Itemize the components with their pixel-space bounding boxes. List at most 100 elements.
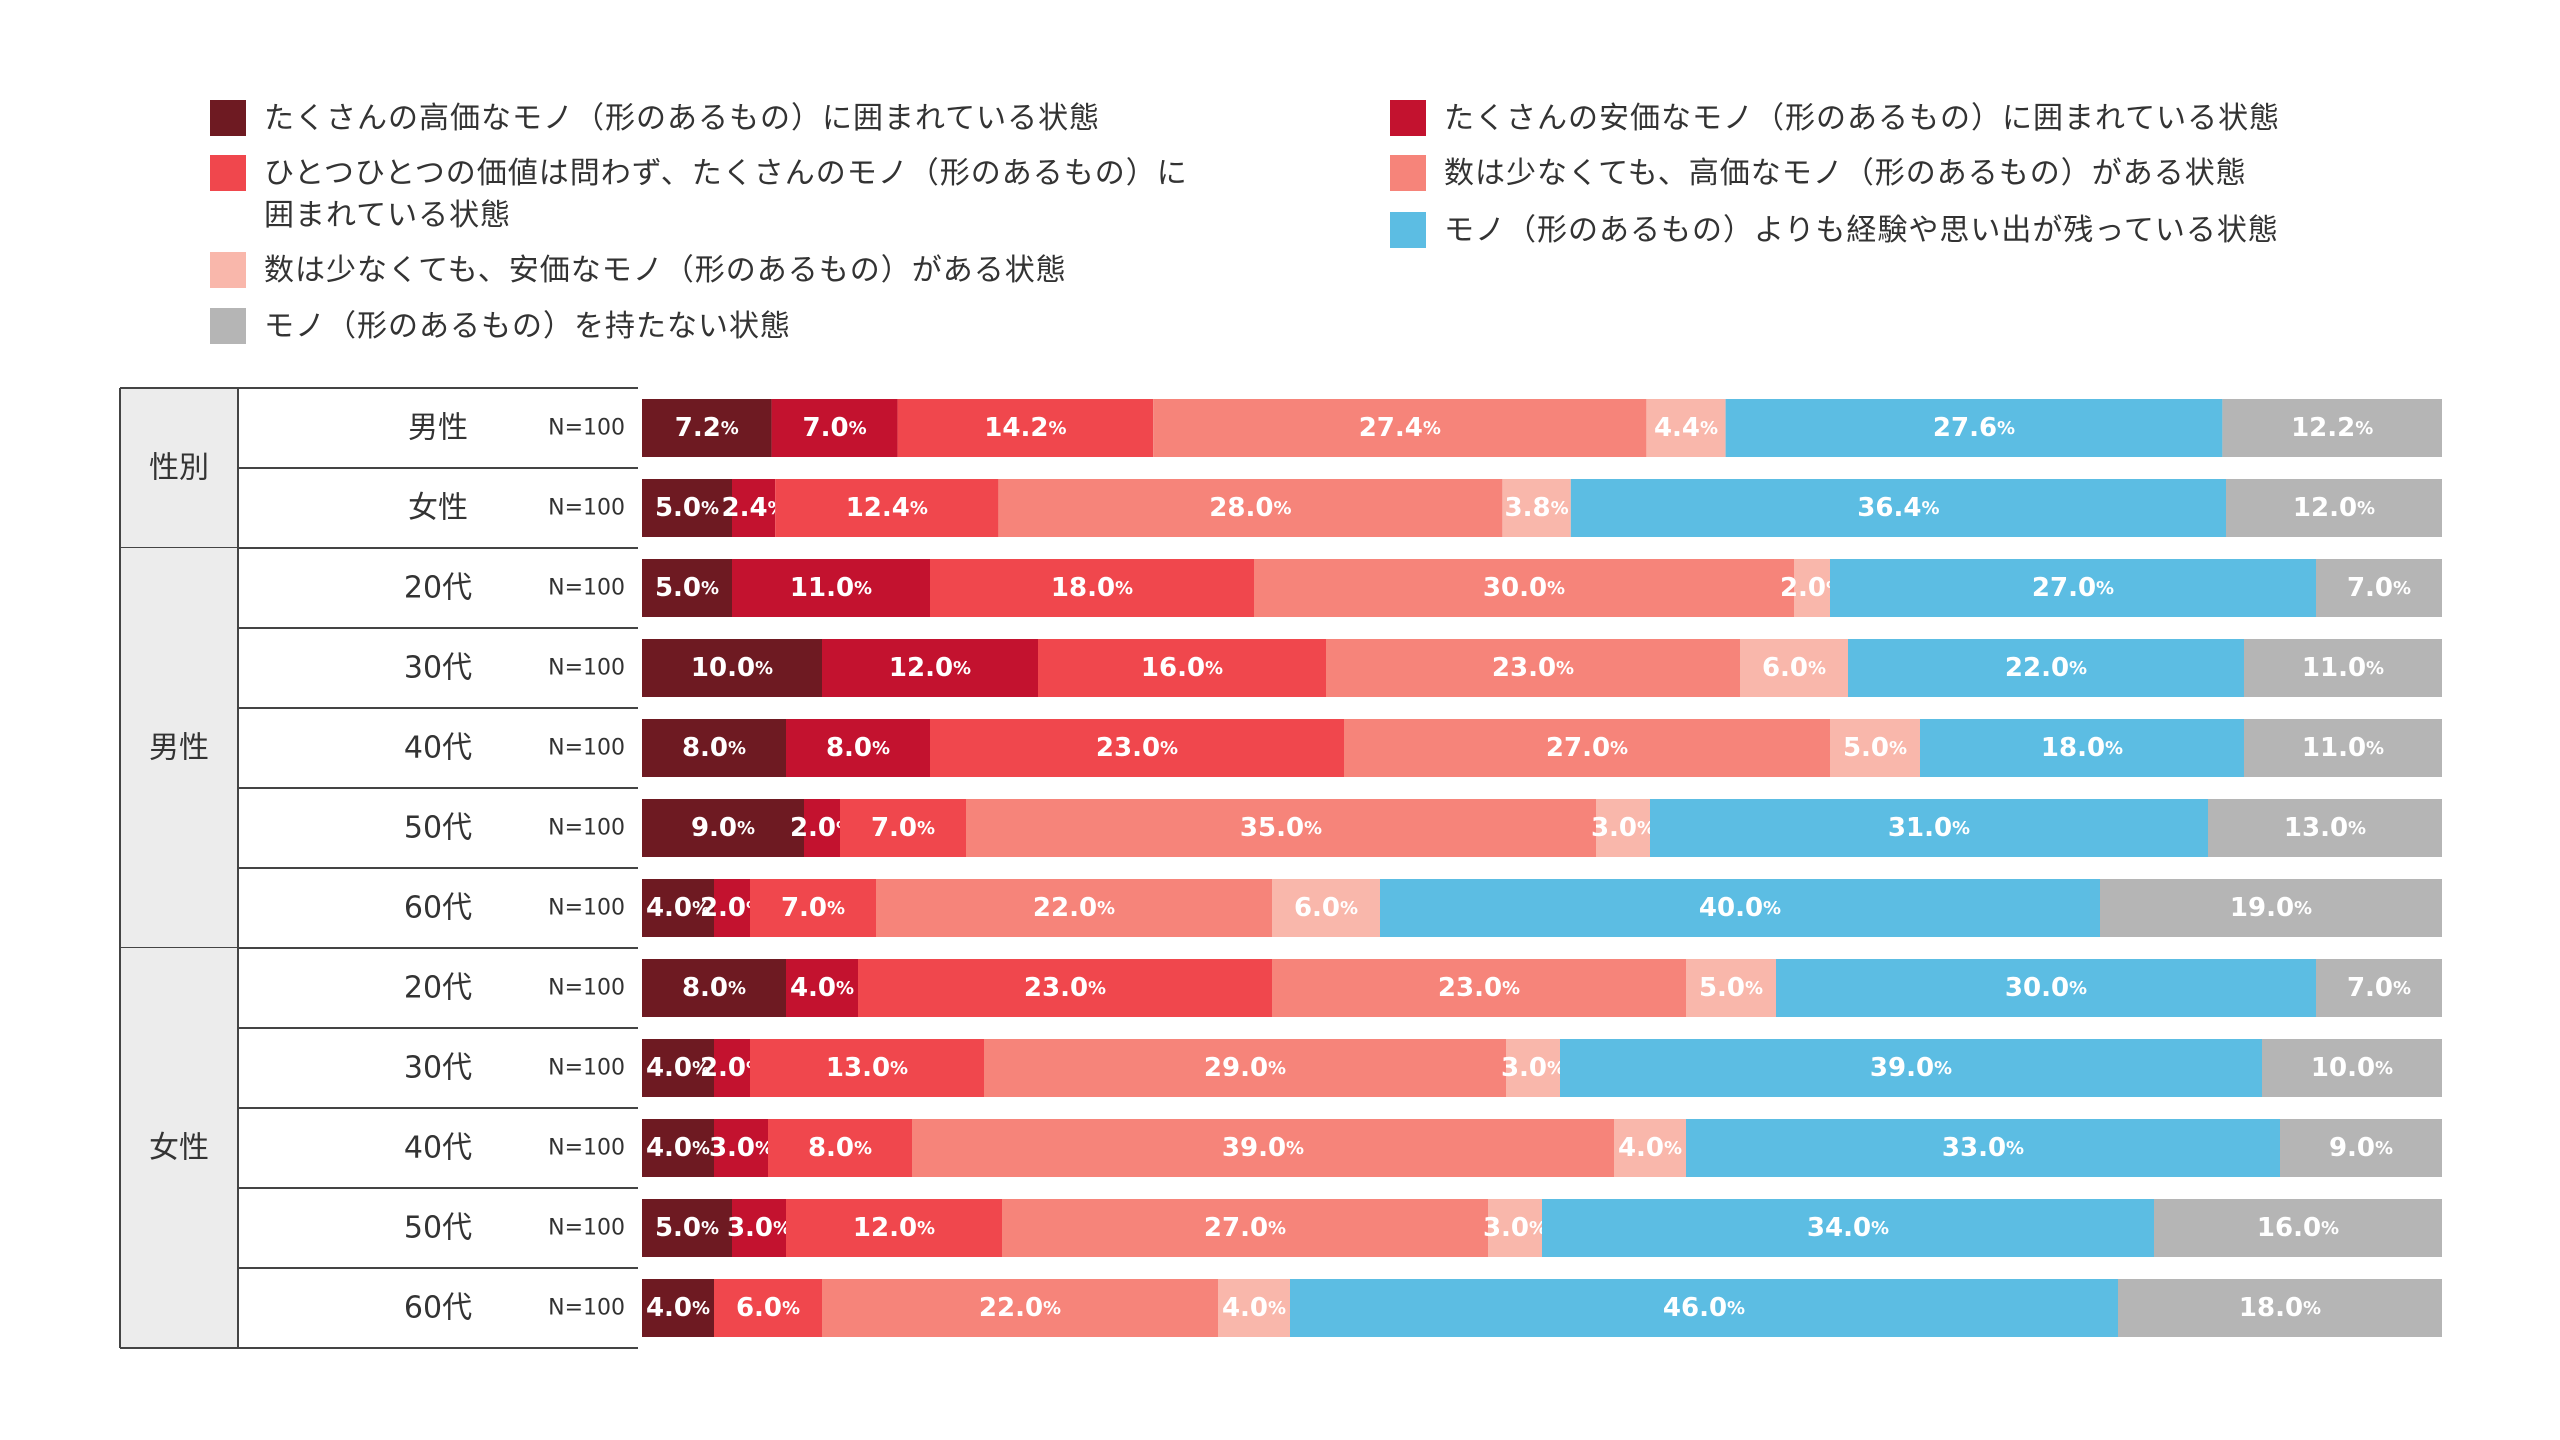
data-label: 16.0% xyxy=(2257,1213,2339,1243)
bar-segment xyxy=(1326,639,1740,697)
bar-segment xyxy=(786,1199,1002,1257)
data-label: 33.0% xyxy=(1942,1133,2024,1163)
bar-segment xyxy=(732,559,930,617)
data-label: 36.4% xyxy=(1857,493,1939,523)
bar-segment xyxy=(1153,399,1647,457)
legend-item-4: 数は少なくても、安価なモノ（形のあるもの）がある状態 xyxy=(210,250,1067,292)
bar-segment xyxy=(1542,1199,2154,1257)
bar-segment xyxy=(1646,399,1726,457)
legend-swatch xyxy=(210,308,246,344)
sample-size: N=100 xyxy=(548,736,625,761)
data-label: 22.0% xyxy=(2005,653,2087,683)
legend-item-5: モノ（形のあるもの）よりも経験や思い出が残っている状態 xyxy=(1390,210,2279,252)
data-label: 8.0% xyxy=(682,973,746,1003)
sample-size: N=100 xyxy=(548,896,625,921)
bar-segment xyxy=(642,559,732,617)
bar-segment xyxy=(642,879,714,937)
legend-label: 数は少なくても、安価なモノ（形のあるもの）がある状態 xyxy=(264,253,1067,288)
legend-item-2: ひとつひとつの価値は問わず、たくさんのモノ（形のあるもの）に 囲まれている状態 xyxy=(210,153,1188,237)
data-label: 46.0% xyxy=(1663,1293,1745,1323)
data-label: 6.0% xyxy=(736,1293,800,1323)
bar-segment xyxy=(750,879,876,937)
legend-item-3: 数は少なくても、高価なモノ（形のあるもの）がある状態 xyxy=(1390,153,2247,195)
legend-label: モノ（形のあるもの）よりも経験や思い出が残っている状態 xyxy=(1444,213,2279,248)
data-label: 23.0% xyxy=(1024,973,1106,1003)
data-label: 27.0% xyxy=(1204,1213,1286,1243)
data-label: 11.0% xyxy=(790,573,872,603)
bar-segment xyxy=(775,479,999,537)
row-label: 20代 xyxy=(404,971,472,1006)
data-label: 31.0% xyxy=(1888,813,1970,843)
data-label: 10.0% xyxy=(2311,1053,2393,1083)
bar-segment xyxy=(1502,479,1571,537)
bar-segment xyxy=(1794,559,1830,617)
sample-size: N=100 xyxy=(548,656,625,681)
sample-size: N=100 xyxy=(548,1296,625,1321)
group-label: 女性 xyxy=(149,1131,209,1166)
data-label: 27.0% xyxy=(2032,573,2114,603)
sample-size: N=100 xyxy=(548,1216,625,1241)
bar-segment xyxy=(2208,799,2442,857)
legend-swatch xyxy=(210,252,246,288)
row-label: 男性 xyxy=(408,411,468,446)
bar-segment xyxy=(2316,559,2442,617)
bar-segment xyxy=(984,1039,1506,1097)
bar-segment xyxy=(1830,559,2316,617)
group-label: 男性 xyxy=(149,731,209,766)
legend-item-0: たくさんの高価なモノ（形のあるもの）に囲まれている状態 xyxy=(210,98,1100,140)
sample-size: N=100 xyxy=(548,1056,625,1081)
group-cell-0 xyxy=(120,388,238,548)
data-label: 12.0% xyxy=(889,653,971,683)
data-label: 8.0% xyxy=(682,733,746,763)
data-label: 10.0% xyxy=(691,653,773,683)
group-label: 性別 xyxy=(149,451,209,486)
bar-segment xyxy=(714,1119,768,1177)
bar-segment xyxy=(2244,719,2442,777)
bar-segment xyxy=(897,399,1154,457)
data-label: 34.0% xyxy=(1807,1213,1889,1243)
data-label: 39.0% xyxy=(1870,1053,1952,1083)
bar-segment xyxy=(1506,1039,1560,1097)
legend-swatch xyxy=(210,100,246,136)
row-label: 40代 xyxy=(404,1131,472,1166)
data-label: 12.0% xyxy=(853,1213,935,1243)
bar-segment xyxy=(642,959,786,1017)
bar-segment xyxy=(732,479,776,537)
data-label: 8.0% xyxy=(808,1133,872,1163)
bar-segment xyxy=(642,1279,714,1337)
bar-segment xyxy=(2262,1039,2442,1097)
bar-segment xyxy=(1686,959,1776,1017)
bar-segment xyxy=(1740,639,1848,697)
bar-segment xyxy=(1650,799,2208,857)
data-label: 7.0% xyxy=(803,413,867,443)
bar-segment xyxy=(822,1279,1218,1337)
data-label: 9.0% xyxy=(691,813,755,843)
bar-segment xyxy=(1218,1279,1290,1337)
data-label: 22.0% xyxy=(979,1293,1061,1323)
bar-segment xyxy=(786,719,930,777)
sample-size: N=100 xyxy=(548,1136,625,1161)
legend-label: たくさんの安価なモノ（形のあるもの）に囲まれている状態 xyxy=(1444,101,2281,136)
bar-segment xyxy=(1272,959,1686,1017)
bar-segment xyxy=(642,479,732,537)
bar-segment xyxy=(1560,1039,2262,1097)
bar-segment xyxy=(642,1039,714,1097)
data-label: 27.6% xyxy=(1933,413,2015,443)
bar-segment xyxy=(642,639,822,697)
sample-size: N=100 xyxy=(548,496,625,521)
data-label: 3.0% xyxy=(1483,1213,1547,1243)
data-label: 29.0% xyxy=(1204,1053,1286,1083)
data-label: 18.0% xyxy=(1051,573,1133,603)
data-label: 16.0% xyxy=(1141,653,1223,683)
bar-segment xyxy=(1725,399,2223,457)
bar-segment xyxy=(2316,959,2442,1017)
row-label: 50代 xyxy=(404,811,472,846)
group-cell-1 xyxy=(120,548,238,948)
data-label: 11.0% xyxy=(2302,653,2384,683)
data-label: 14.2% xyxy=(984,413,1066,443)
row-label: 30代 xyxy=(404,651,472,686)
bar-segment xyxy=(1254,559,1794,617)
row-label: 女性 xyxy=(408,491,468,526)
